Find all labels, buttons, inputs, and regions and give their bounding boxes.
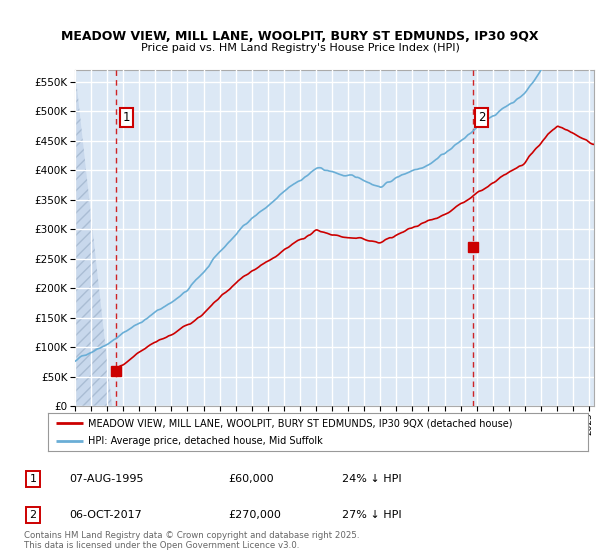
- Text: 1: 1: [29, 474, 37, 484]
- Text: £60,000: £60,000: [228, 474, 274, 484]
- Text: MEADOW VIEW, MILL LANE, WOOLPIT, BURY ST EDMUNDS, IP30 9QX (detached house): MEADOW VIEW, MILL LANE, WOOLPIT, BURY ST…: [89, 418, 513, 428]
- Text: HPI: Average price, detached house, Mid Suffolk: HPI: Average price, detached house, Mid …: [89, 436, 323, 446]
- Text: 27% ↓ HPI: 27% ↓ HPI: [342, 510, 401, 520]
- Text: Contains HM Land Registry data © Crown copyright and database right 2025.
This d: Contains HM Land Registry data © Crown c…: [24, 530, 359, 550]
- Text: 24% ↓ HPI: 24% ↓ HPI: [342, 474, 401, 484]
- Text: £270,000: £270,000: [228, 510, 281, 520]
- Text: 1: 1: [122, 111, 130, 124]
- Text: MEADOW VIEW, MILL LANE, WOOLPIT, BURY ST EDMUNDS, IP30 9QX: MEADOW VIEW, MILL LANE, WOOLPIT, BURY ST…: [61, 30, 539, 43]
- Text: 06-OCT-2017: 06-OCT-2017: [69, 510, 142, 520]
- Text: 2: 2: [478, 111, 485, 124]
- Polygon shape: [75, 70, 112, 406]
- Text: 07-AUG-1995: 07-AUG-1995: [69, 474, 143, 484]
- Text: 2: 2: [29, 510, 37, 520]
- Text: Price paid vs. HM Land Registry's House Price Index (HPI): Price paid vs. HM Land Registry's House …: [140, 43, 460, 53]
